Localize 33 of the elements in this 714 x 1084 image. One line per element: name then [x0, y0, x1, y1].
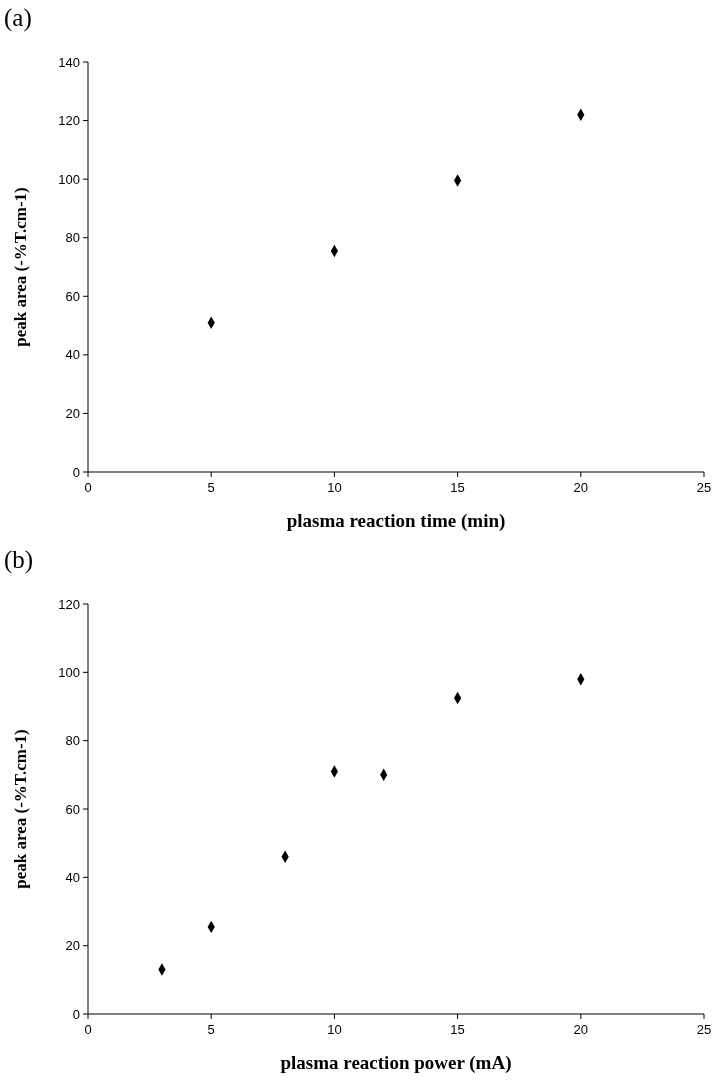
- chart-title: (b): [4, 546, 34, 574]
- x-tick-label: 5: [207, 1022, 215, 1037]
- y-tick-label: 20: [65, 405, 80, 421]
- y-tick-label: 0: [72, 1006, 80, 1022]
- y-tick-label: 20: [65, 938, 80, 954]
- y-tick-label: 140: [58, 54, 80, 70]
- x-tick-label: 5: [207, 480, 215, 495]
- y-tick-label: 0: [72, 464, 80, 480]
- y-tick-label: 80: [65, 733, 80, 749]
- x-tick-label: 15: [450, 1022, 465, 1037]
- x-axis-title: plasma reaction time (min): [286, 510, 506, 532]
- x-tick-label: 10: [327, 1022, 342, 1037]
- x-tick-label: 25: [696, 480, 712, 495]
- x-tick-label: 25: [696, 1022, 712, 1037]
- x-tick-label: 20: [573, 1022, 589, 1037]
- y-axis-title: peak area (-%T.cm-1): [11, 729, 30, 889]
- x-tick-label: 10: [327, 480, 342, 495]
- y-tick-label: 40: [65, 347, 80, 363]
- y-axis-title: peak area (-%T.cm-1): [11, 187, 30, 347]
- y-tick-label: 100: [58, 171, 80, 187]
- chart-title: (a): [4, 4, 32, 32]
- y-tick-label: 40: [65, 869, 80, 885]
- y-tick-label: 80: [65, 230, 80, 246]
- x-tick-label: 20: [573, 480, 589, 495]
- x-tick-label: 0: [84, 1022, 92, 1037]
- y-tick-label: 100: [58, 664, 80, 680]
- y-tick-label: 60: [65, 288, 80, 304]
- y-tick-label: 120: [58, 596, 80, 612]
- y-tick-label: 120: [58, 113, 80, 129]
- x-axis-title: plasma reaction power (mA): [280, 1052, 512, 1074]
- x-tick-label: 15: [450, 480, 465, 495]
- y-tick-label: 60: [65, 801, 80, 817]
- x-tick-label: 0: [84, 480, 92, 495]
